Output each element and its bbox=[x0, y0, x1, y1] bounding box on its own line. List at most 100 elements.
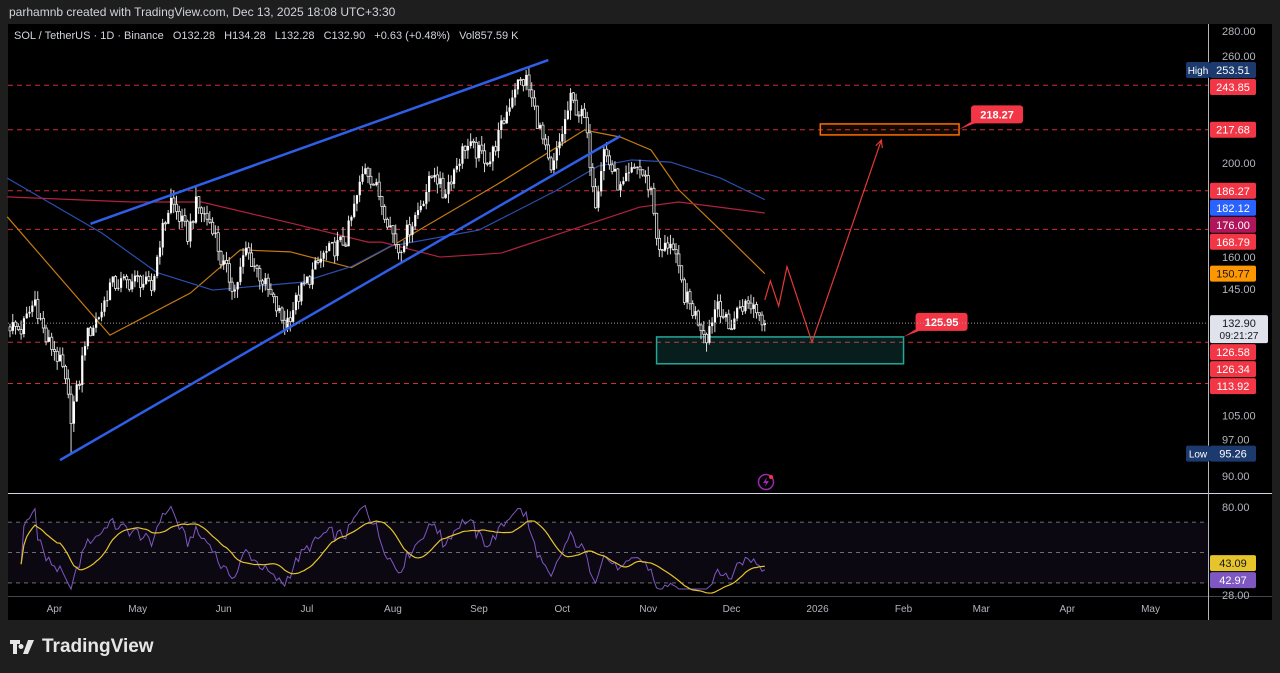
candle[interactable] bbox=[403, 240, 406, 254]
candle[interactable] bbox=[353, 195, 356, 219]
candle[interactable] bbox=[86, 327, 89, 350]
candle[interactable] bbox=[552, 153, 556, 175]
candle[interactable] bbox=[527, 66, 531, 98]
candle[interactable] bbox=[757, 312, 761, 322]
candle[interactable] bbox=[580, 105, 583, 125]
candle[interactable] bbox=[222, 254, 225, 270]
candle[interactable] bbox=[525, 69, 528, 91]
candle[interactable] bbox=[305, 276, 309, 285]
candle[interactable] bbox=[58, 347, 62, 362]
candle[interactable] bbox=[405, 219, 409, 249]
candle[interactable] bbox=[161, 218, 164, 256]
candle[interactable] bbox=[652, 182, 656, 216]
candle[interactable] bbox=[150, 273, 154, 296]
candle[interactable] bbox=[746, 296, 750, 309]
candle[interactable] bbox=[133, 270, 137, 288]
candle[interactable] bbox=[508, 98, 511, 116]
candle[interactable] bbox=[189, 213, 192, 248]
candle[interactable] bbox=[208, 211, 212, 224]
candle[interactable] bbox=[705, 332, 709, 352]
candle[interactable] bbox=[316, 256, 320, 265]
candle[interactable] bbox=[428, 171, 431, 202]
candle[interactable] bbox=[269, 283, 273, 295]
candle[interactable] bbox=[39, 313, 42, 321]
candle[interactable] bbox=[278, 305, 281, 314]
lightning-icon[interactable] bbox=[757, 473, 775, 491]
candle[interactable] bbox=[719, 294, 723, 324]
candle[interactable] bbox=[730, 319, 734, 331]
candle[interactable] bbox=[588, 123, 592, 177]
candle[interactable] bbox=[142, 274, 145, 291]
candle[interactable] bbox=[247, 242, 251, 260]
candle[interactable] bbox=[455, 157, 458, 173]
candle[interactable] bbox=[377, 172, 381, 201]
tradingview-logo[interactable]: TradingView bbox=[10, 636, 154, 658]
candle[interactable] bbox=[641, 169, 645, 177]
candle[interactable] bbox=[50, 332, 54, 356]
candle[interactable] bbox=[583, 103, 587, 119]
candle[interactable] bbox=[300, 282, 303, 306]
candle[interactable] bbox=[733, 311, 736, 330]
candle[interactable] bbox=[544, 133, 548, 150]
candle[interactable] bbox=[682, 277, 686, 305]
candle[interactable] bbox=[489, 152, 492, 167]
candle[interactable] bbox=[106, 290, 109, 307]
candle[interactable] bbox=[153, 273, 156, 293]
candle[interactable] bbox=[416, 202, 420, 219]
candle[interactable] bbox=[480, 136, 484, 155]
candle[interactable] bbox=[294, 292, 298, 315]
candle[interactable] bbox=[47, 329, 51, 343]
candle[interactable] bbox=[472, 138, 476, 149]
candle[interactable] bbox=[585, 111, 589, 139]
candle[interactable] bbox=[591, 163, 595, 193]
candle[interactable] bbox=[397, 244, 401, 260]
candle[interactable] bbox=[158, 240, 162, 265]
candle[interactable] bbox=[44, 324, 48, 346]
candle[interactable] bbox=[514, 83, 517, 106]
candle[interactable] bbox=[308, 275, 312, 289]
candle[interactable] bbox=[752, 297, 755, 319]
candle[interactable] bbox=[385, 217, 389, 230]
candle[interactable] bbox=[233, 284, 236, 299]
candle[interactable] bbox=[89, 326, 93, 337]
candle[interactable] bbox=[439, 171, 442, 189]
candle[interactable] bbox=[125, 274, 129, 289]
candle[interactable] bbox=[197, 196, 201, 215]
candle[interactable] bbox=[521, 78, 525, 92]
candle[interactable] bbox=[77, 380, 81, 390]
candle[interactable] bbox=[383, 204, 387, 223]
candle[interactable] bbox=[389, 216, 392, 229]
candle[interactable] bbox=[727, 309, 731, 330]
candle[interactable] bbox=[314, 257, 317, 270]
candle[interactable] bbox=[100, 302, 103, 322]
candle[interactable] bbox=[564, 109, 567, 143]
candle[interactable] bbox=[333, 236, 337, 264]
candle[interactable] bbox=[92, 325, 95, 336]
candle[interactable] bbox=[339, 235, 342, 243]
candle[interactable] bbox=[200, 206, 204, 223]
candle[interactable] bbox=[355, 194, 359, 212]
candle[interactable] bbox=[375, 178, 378, 187]
candle[interactable] bbox=[344, 242, 348, 247]
candle[interactable] bbox=[242, 248, 245, 274]
candle[interactable] bbox=[516, 79, 520, 95]
candle[interactable] bbox=[191, 219, 195, 230]
candle[interactable] bbox=[708, 319, 711, 345]
candle[interactable] bbox=[760, 311, 764, 332]
candle[interactable] bbox=[292, 302, 295, 323]
candle[interactable] bbox=[325, 245, 328, 261]
candle[interactable] bbox=[485, 162, 489, 167]
candle[interactable] bbox=[674, 243, 678, 264]
candle[interactable] bbox=[688, 288, 692, 310]
candle[interactable] bbox=[400, 250, 403, 262]
candle[interactable] bbox=[227, 257, 231, 292]
candle[interactable] bbox=[419, 200, 422, 213]
candle[interactable] bbox=[211, 217, 215, 236]
candle[interactable] bbox=[175, 195, 179, 220]
candle[interactable] bbox=[657, 230, 661, 257]
candle[interactable] bbox=[466, 138, 470, 159]
candle[interactable] bbox=[369, 168, 373, 189]
candle[interactable] bbox=[505, 105, 508, 124]
candle[interactable] bbox=[66, 369, 70, 399]
candle[interactable] bbox=[253, 258, 256, 272]
